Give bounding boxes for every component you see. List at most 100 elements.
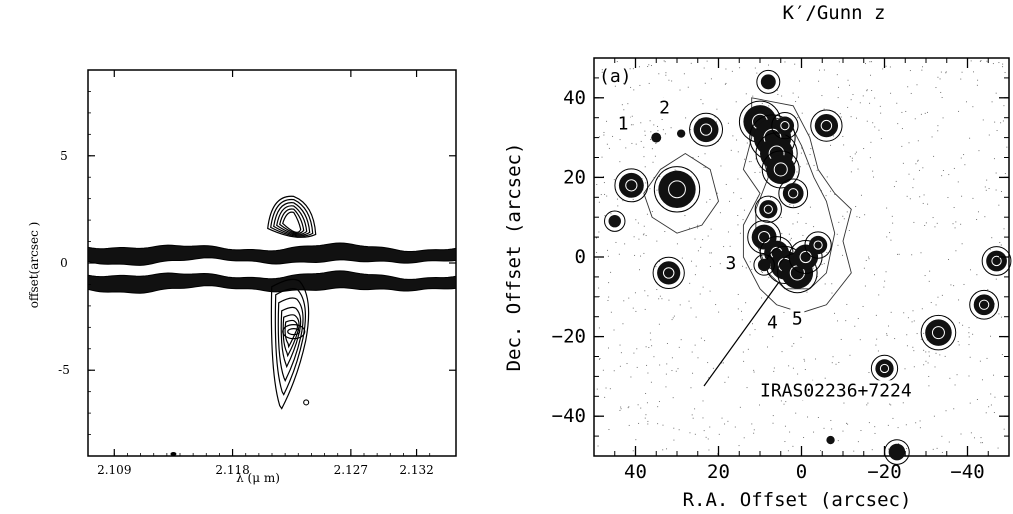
noise-speck	[752, 95, 754, 97]
noise-speck	[859, 339, 861, 341]
right-x-tick-label: −40	[950, 461, 984, 483]
noise-speck	[995, 172, 997, 174]
noise-speck	[794, 181, 796, 183]
noise-speck	[625, 147, 627, 149]
noise-speck	[924, 112, 926, 114]
noise-speck	[604, 215, 606, 217]
noise-speck	[645, 392, 647, 394]
point-source	[775, 116, 795, 135]
noise-speck	[753, 429, 755, 431]
noise-speck	[812, 267, 814, 269]
noise-speck	[678, 346, 680, 348]
noise-speck	[792, 445, 794, 447]
noise-speck	[598, 231, 600, 233]
noise-speck	[823, 108, 825, 110]
noise-speck	[665, 72, 667, 74]
noise-speck	[863, 148, 865, 150]
noise-speck	[717, 453, 719, 455]
noise-speck	[783, 403, 785, 405]
noise-speck	[723, 246, 725, 248]
noise-speck	[880, 112, 882, 114]
noise-speck	[627, 407, 629, 409]
noise-speck	[834, 312, 836, 314]
noise-speck	[664, 133, 666, 135]
noise-speck	[724, 83, 726, 85]
noise-speck	[754, 67, 756, 69]
annotation-bg	[616, 113, 631, 134]
source-outer-contour	[614, 168, 649, 203]
noise-speck	[797, 117, 799, 119]
noise-speck	[989, 249, 991, 251]
noise-speck	[901, 128, 903, 130]
noise-speck	[600, 194, 602, 196]
noise-speck	[1000, 122, 1002, 124]
noise-speck	[976, 317, 978, 319]
noise-speck	[753, 369, 755, 371]
south-knot-contour	[280, 306, 302, 369]
noise-speck	[627, 103, 629, 105]
noise-speck	[702, 400, 704, 402]
noise-speck	[742, 351, 744, 353]
noise-speck	[697, 250, 699, 252]
noise-speck	[656, 189, 658, 191]
noise-speck	[816, 169, 818, 171]
noise-speck	[813, 164, 815, 166]
noise-speck	[907, 317, 909, 319]
noise-speck	[957, 341, 959, 343]
noise-speck	[868, 256, 870, 258]
noise-speck	[933, 155, 935, 157]
noise-speck	[909, 70, 911, 72]
noise-speck	[635, 143, 637, 145]
noise-speck	[692, 417, 694, 419]
noise-speck	[968, 332, 970, 334]
panel-label-a: (a)	[599, 66, 632, 87]
noise-speck	[644, 290, 646, 292]
noise-speck	[662, 424, 664, 426]
noise-speck	[837, 97, 839, 99]
noise-speck	[865, 260, 867, 262]
source-inner-ring	[625, 179, 638, 192]
nebula-contour	[643, 152, 719, 234]
noise-speck	[789, 239, 791, 241]
point-source	[757, 258, 771, 272]
noise-speck	[891, 215, 893, 217]
noise-speck	[635, 310, 637, 312]
noise-speck	[651, 211, 653, 213]
noise-speck	[817, 416, 819, 418]
noise-speck	[672, 317, 674, 319]
noise-speck	[800, 336, 802, 338]
noise-speck	[933, 415, 935, 417]
source-outer-contour	[920, 314, 957, 351]
noise-speck	[792, 92, 794, 94]
noise-speck	[649, 120, 651, 122]
noise-speck	[741, 310, 743, 312]
noise-speck	[1004, 72, 1006, 74]
noise-speck	[920, 113, 922, 115]
noise-speck	[968, 375, 970, 377]
source-outer-contour	[753, 254, 775, 276]
noise-speck	[952, 223, 954, 225]
noise-speck	[773, 370, 775, 372]
noise-speck	[598, 358, 600, 360]
noise-speck	[615, 241, 617, 243]
noise-speck	[743, 360, 745, 362]
noise-speck	[619, 139, 621, 141]
noise-speck	[647, 372, 649, 374]
noise-speck	[647, 65, 649, 67]
noise-speck	[874, 126, 876, 128]
noise-speck	[940, 71, 942, 73]
noise-speck	[944, 355, 946, 357]
noise-speck	[781, 351, 783, 353]
noise-speck	[997, 447, 999, 449]
noise-speck	[643, 225, 645, 227]
noise-speck	[700, 337, 702, 339]
noise-speck	[709, 266, 711, 268]
noise-speck	[898, 443, 900, 445]
source-number-label: 5	[792, 309, 803, 330]
annotation-bg	[723, 252, 738, 273]
noise-speck	[981, 379, 983, 381]
noise-speck	[886, 333, 888, 335]
noise-speck	[992, 63, 994, 65]
noise-speck	[961, 195, 963, 197]
noise-speck	[825, 195, 827, 197]
